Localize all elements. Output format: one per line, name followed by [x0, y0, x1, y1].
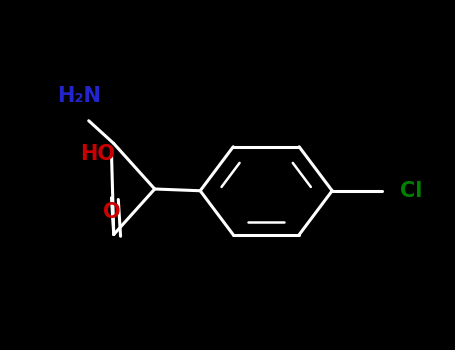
Text: Cl: Cl [400, 181, 423, 201]
Text: H₂N: H₂N [57, 86, 101, 106]
Text: HO: HO [80, 144, 115, 164]
Text: O: O [103, 202, 120, 222]
